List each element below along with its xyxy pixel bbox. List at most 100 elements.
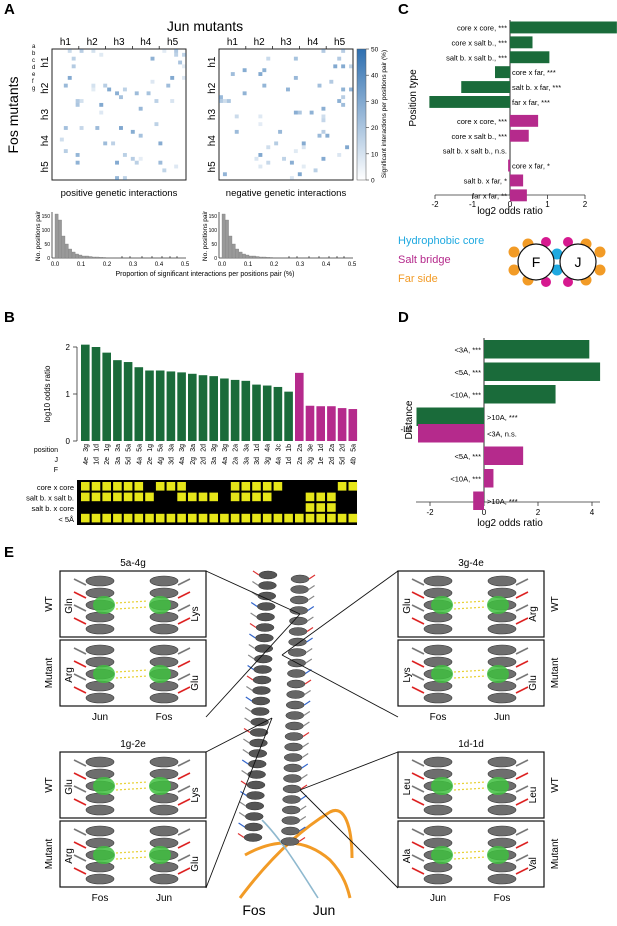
zoom-helix-ribbon xyxy=(423,611,453,623)
heatmap-row-label: h1 xyxy=(40,56,51,68)
histogram-outlier xyxy=(343,256,345,258)
heatmap-cell xyxy=(75,99,80,103)
connector-lines xyxy=(205,570,399,889)
panel-c-xtick-label: -2 xyxy=(431,200,439,209)
panel-b-row-j: J xyxy=(55,457,59,464)
heatmap-cell xyxy=(75,153,80,157)
hist-left-ylabel: No. positions pair xyxy=(35,210,42,261)
zoom-helix-ribbon xyxy=(487,587,517,599)
zoom-sidechain xyxy=(515,772,529,780)
panel-d-xtick-label: 0 xyxy=(482,508,487,517)
zoom-highlight-residue xyxy=(487,665,509,683)
panel-b-bar xyxy=(91,347,101,441)
zoom-row-label: WT xyxy=(550,596,561,612)
panel-letter-d: D xyxy=(398,309,409,326)
zoom-sidechain xyxy=(411,578,425,586)
panel-b-jun-position: 2a xyxy=(297,444,304,452)
panel-c-category-label: core x far, * xyxy=(512,162,550,171)
panel-b-matrix-cell xyxy=(123,482,133,491)
zoom-helix-ribbon xyxy=(85,680,115,692)
histogram-outlier xyxy=(121,256,123,258)
helix-sidechain xyxy=(306,637,313,643)
helix-sidechain xyxy=(244,707,252,712)
zoom-sidechain xyxy=(73,673,87,681)
histogram-bar xyxy=(235,248,239,259)
helix-sidechain xyxy=(301,774,308,779)
panel-b-matrix-cell xyxy=(113,513,122,523)
panel-b-matrix-cell xyxy=(220,513,229,523)
zoom-helix-ribbon xyxy=(423,804,453,816)
zoom-residue-label: Leu xyxy=(402,779,413,796)
heatmap-cell xyxy=(313,168,318,173)
heatmap-cell xyxy=(293,56,298,61)
heatmap-cell xyxy=(166,83,171,88)
zoom-sidechain xyxy=(515,798,529,806)
dimer-far-petal xyxy=(594,246,606,258)
zoom-helix-ribbon xyxy=(149,804,179,816)
helix-turn xyxy=(286,690,305,699)
heatmap-cell xyxy=(115,176,119,180)
helix-sidechain xyxy=(299,805,307,811)
zoom-sidechain xyxy=(515,828,529,836)
zoom-sidechain xyxy=(515,759,529,767)
helix-turn xyxy=(282,784,302,794)
zoom-helix-ribbon xyxy=(487,825,517,837)
dimer-core-petal xyxy=(551,264,563,276)
dimer-salt-petal xyxy=(563,277,573,287)
zoom-helix-ribbon xyxy=(149,644,179,656)
heatmap-cell xyxy=(134,160,139,165)
zoom-panel-mutant xyxy=(59,820,207,888)
heatmap-cell xyxy=(63,83,68,88)
connector-line xyxy=(205,717,273,753)
histogram-outlier xyxy=(336,256,338,258)
zoom-sidechain xyxy=(411,828,425,836)
helix-turn xyxy=(282,795,301,804)
zoom-helix-ribbon xyxy=(487,611,517,623)
histogram-bar xyxy=(221,213,226,259)
zoom-residue-label: Glu xyxy=(528,675,539,691)
panel-b-fos-position: 3a xyxy=(115,457,122,465)
hist-x-tick-label: 0.2 xyxy=(103,262,112,268)
heptad-position-letter: a xyxy=(32,44,36,50)
hist-x-tick-label: 0.5 xyxy=(181,262,190,268)
panel-b-fos-position: 3a xyxy=(243,457,250,465)
panel-b-fos-position: 2e xyxy=(104,457,111,465)
helix-sidechain xyxy=(303,700,311,706)
zoom-row-label: Mutant xyxy=(550,657,561,688)
panel-b-matrix-cell xyxy=(252,492,261,502)
zoom-hbond xyxy=(453,850,487,854)
heatmap-cell xyxy=(99,102,104,107)
panel-b-fos-position: 2a xyxy=(233,457,240,465)
panel-b-matrix-cell xyxy=(273,482,283,491)
panel-b-matrix-cell xyxy=(295,513,304,523)
heatmap-cell xyxy=(59,137,64,142)
panel-b-fos-position: 3d xyxy=(254,457,261,465)
heatmap-cell xyxy=(103,141,108,146)
panel-b-matrix-cell xyxy=(91,482,101,491)
panel-b-matrix-cell xyxy=(252,513,261,523)
heatmap-cell xyxy=(174,164,179,169)
zoom-sidechain xyxy=(73,647,87,655)
helix-turn xyxy=(283,753,303,762)
zoom-box-title: 1d-1d xyxy=(458,739,484,750)
panel-b-jun-position: 5a xyxy=(350,444,357,452)
zoom-helix-ribbon xyxy=(423,692,453,704)
zoom-sidechain xyxy=(73,686,87,694)
dna-strand xyxy=(261,819,319,899)
panel-b-jun-position: 1g xyxy=(147,444,154,452)
heatmap-col-label: h1 xyxy=(60,37,72,48)
panel-b-matrix-row-label: core x core xyxy=(37,483,74,492)
helix-turn xyxy=(253,665,272,674)
zoom-helix-ribbon xyxy=(423,680,453,692)
panel-d-ylabel: Distance xyxy=(404,400,415,439)
panel-b-matrix-cell xyxy=(305,503,315,512)
panel-b-matrix-cell xyxy=(316,513,325,523)
heatmap-cell xyxy=(258,114,263,119)
histogram-bar xyxy=(85,255,89,259)
panel-c-bar xyxy=(510,21,617,34)
panel-c-category-label: core x far, *** xyxy=(512,68,556,77)
panel-c-bar xyxy=(508,159,510,172)
zoom-highlight-residue xyxy=(487,846,509,864)
panel-b-jun-position: 2d xyxy=(340,444,347,452)
histogram-outlier xyxy=(151,256,153,258)
